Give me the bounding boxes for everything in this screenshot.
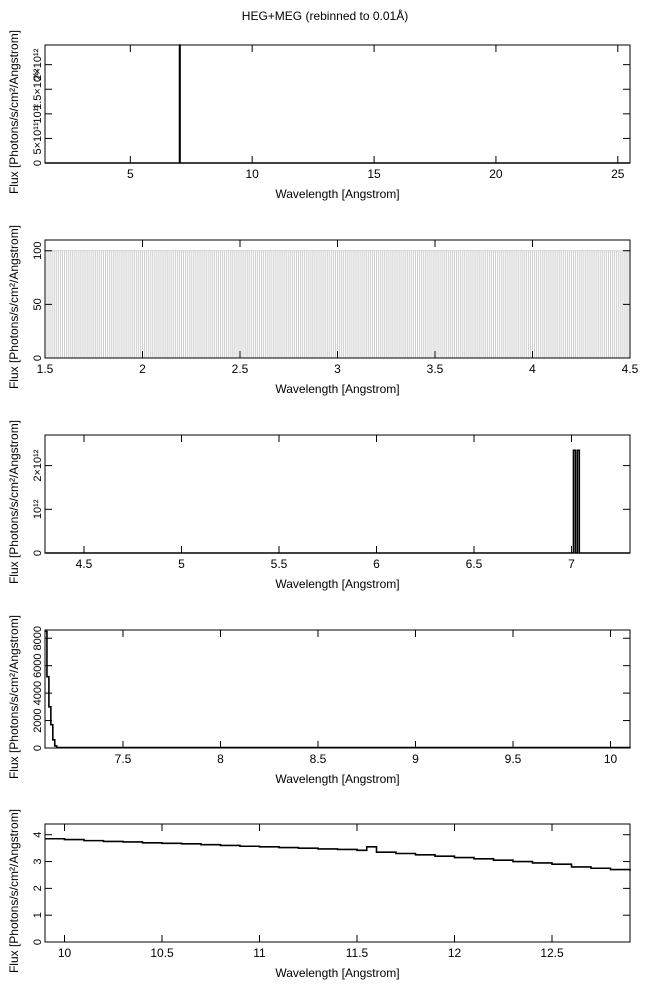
series-line	[45, 630, 631, 749]
x-tick-label: 6	[373, 557, 380, 571]
chart-panel-4: 7.5 8 8.5 9 9.5 10 0 2000 4000 6000 8000 Wavelength…	[7, 615, 631, 786]
y-tick-label: 0	[32, 160, 44, 166]
y-tick-label: 0	[32, 550, 44, 556]
plot-frame	[44, 44, 631, 164]
x-axis-label: Wavelength [Angstrom]	[275, 966, 399, 980]
x-tick-label: 12.5	[540, 946, 564, 960]
x-tick-label: 11.5	[346, 946, 369, 960]
x-axis-label: Wavelength [Angstrom]	[275, 577, 399, 591]
x-tick-label: 9.5	[505, 752, 522, 766]
x-tick-label: 5.5	[271, 557, 288, 571]
y-tick-label: 3	[32, 858, 44, 864]
y-tick-label: 2	[32, 885, 44, 891]
x-tick-label: 1.5	[37, 362, 54, 376]
x-tick-label: 10	[604, 752, 618, 766]
y-tick-label: 0	[32, 939, 44, 945]
y-tick-label: 2000	[32, 708, 44, 732]
y-tick-label: 6000	[32, 653, 44, 677]
y-tick-label: 4000	[32, 681, 44, 705]
x-tick-label: 20	[489, 167, 503, 181]
x-tick-label: 8	[217, 752, 224, 766]
y-axis-label: Flux [Photons/s/cm²/Angstrom]	[7, 420, 21, 584]
y-axis-label: Flux [Photons/s/cm²/Angstrom]	[7, 615, 21, 779]
y-tick-label: 100	[32, 242, 44, 260]
chart-panel-2: 1.5 2 2.5 3 3.5 4 4.5 0 50 100 Wavelength [Angstro…	[7, 225, 639, 396]
x-axis-label: Wavelength [Angstrom]	[275, 382, 399, 396]
x-tick-label: 10	[246, 167, 260, 181]
x-tick-label: 11	[253, 946, 266, 960]
x-tick-label: 8.5	[310, 752, 327, 766]
y-tick-label: 2×10¹²	[32, 449, 44, 481]
x-tick-label: 4.5	[76, 557, 93, 571]
x-tick-label: 3.5	[427, 362, 444, 376]
x-tick-label: 25	[611, 167, 625, 181]
x-tick-label: 15	[367, 167, 381, 181]
plot-frame	[44, 629, 631, 749]
x-tick-label: 5	[127, 167, 134, 181]
y-tick-label: 8000	[32, 626, 44, 650]
x-tick-label: 7	[568, 557, 575, 571]
y-axis-label: Flux [Photons/s/cm²/Angstrom]	[7, 225, 21, 389]
chart-panel-3: 4.5 5 5.5 6 6.5 7 0 10¹² 2×10¹² Wavelength [Angst…	[7, 420, 631, 591]
x-axis-label: Wavelength [Angstrom]	[275, 772, 399, 786]
y-tick-label: 10¹²	[32, 499, 44, 519]
y-tick-label: 1	[32, 912, 44, 918]
plot-frame	[44, 823, 631, 943]
y-axis-label: Flux [Photons/s/cm²/Angstrom]	[7, 30, 21, 194]
x-tick-label: 5	[178, 557, 185, 571]
x-tick-label: 3	[334, 362, 341, 376]
x-tick-label: 4	[529, 362, 536, 376]
y-tick-label: 1.5×10¹²	[32, 68, 44, 110]
x-tick-label: 7.5	[115, 752, 132, 766]
y-tick-label: 0	[32, 745, 44, 751]
figure-title: HEG+MEG (rebinned to 0.01Å)	[241, 9, 409, 23]
y-tick-label: 50	[32, 298, 44, 310]
series-line	[45, 837, 631, 871]
x-tick-label: 10.5	[150, 946, 174, 960]
y-tick-label: 5×10¹¹	[32, 122, 44, 154]
y-axis-label: Flux [Photons/s/cm²/Angstrom]	[7, 809, 21, 973]
x-tick-label: 12	[448, 946, 462, 960]
series-line	[45, 44, 630, 164]
y-tick-label: 2×10¹²	[32, 48, 44, 80]
y-tick-label: 10¹²	[32, 104, 44, 124]
x-tick-label: 10	[58, 946, 72, 960]
plot-frame	[44, 434, 631, 554]
x-tick-label: 4.5	[622, 362, 639, 376]
x-tick-label: 2.5	[232, 362, 249, 376]
x-tick-label: 6.5	[466, 557, 483, 571]
y-tick-label: 0	[32, 355, 44, 361]
x-tick-label: 9	[412, 752, 419, 766]
y-tick-label: 4	[32, 832, 44, 838]
x-tick-label: 2	[139, 362, 146, 376]
series-line	[45, 449, 630, 554]
x-axis-label: Wavelength [Angstrom]	[275, 187, 399, 201]
